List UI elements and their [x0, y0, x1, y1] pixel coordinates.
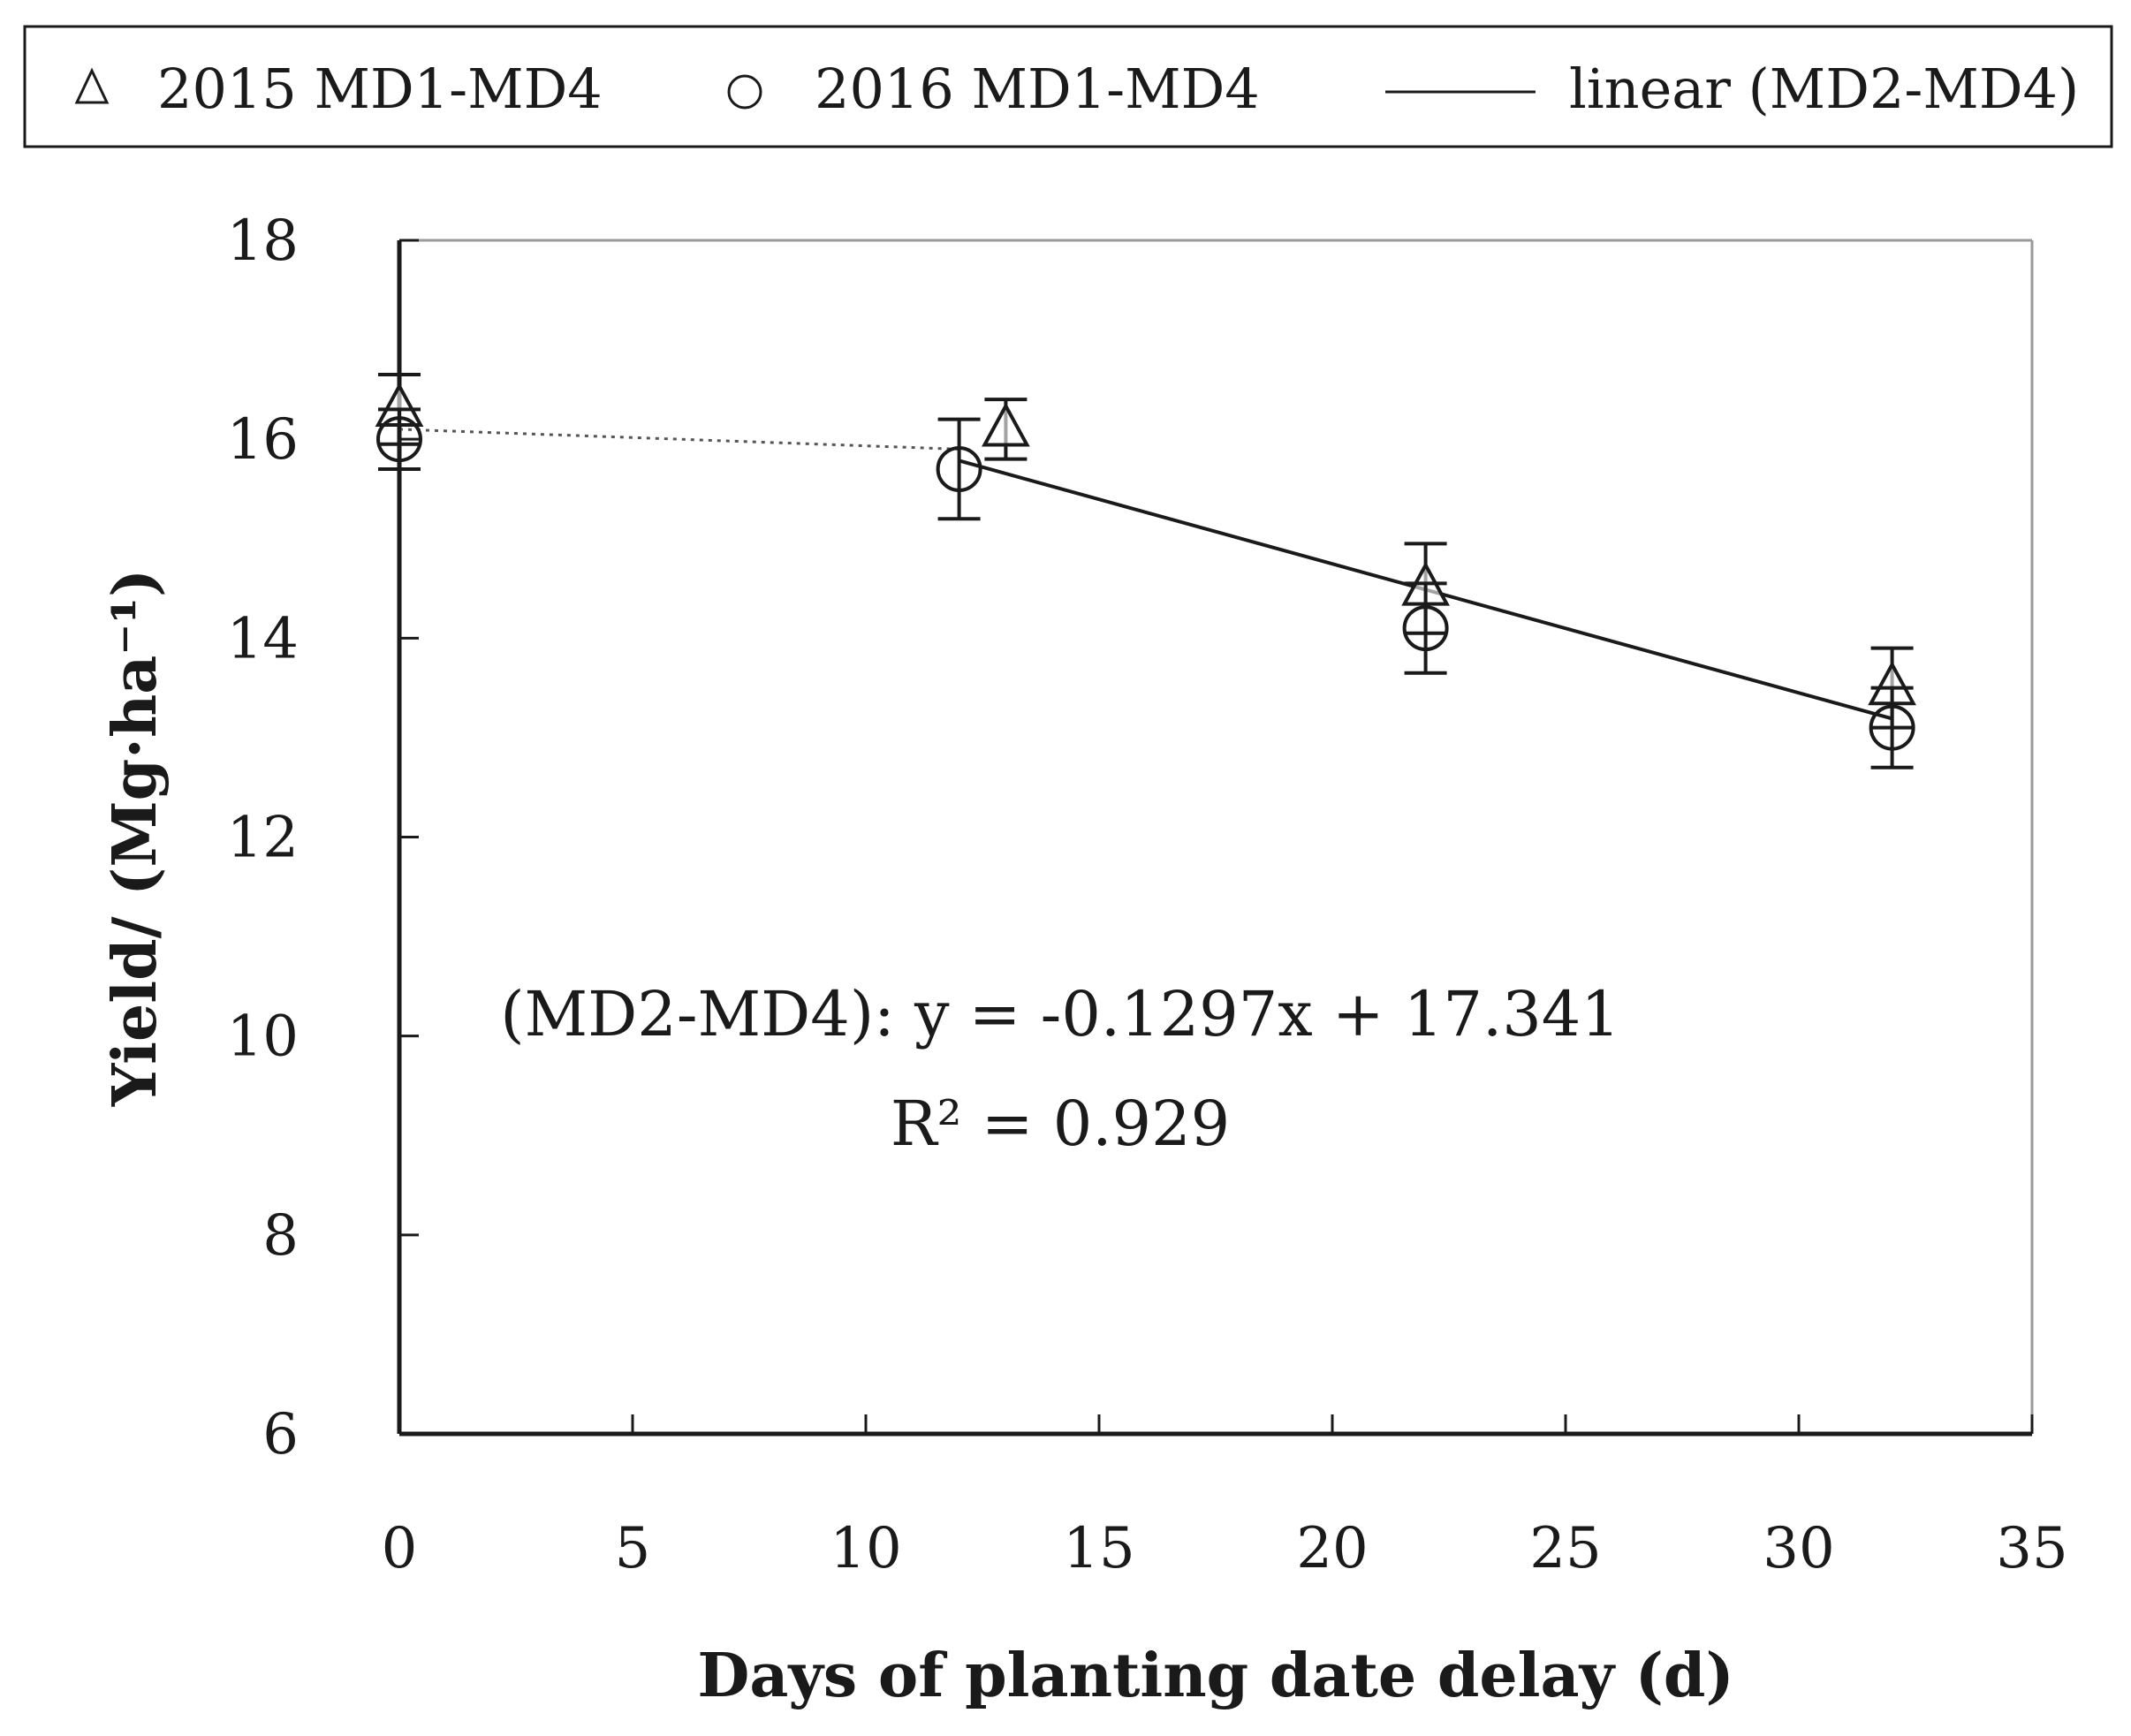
legend-label-2015: 2015 MD1-MD4	[157, 57, 603, 121]
data-points	[375, 372, 1916, 769]
y-tick-label: 14	[227, 606, 299, 671]
y-tick-label: 16	[227, 407, 299, 473]
x-tick-label: 5	[615, 1516, 651, 1581]
dotted-connector	[398, 428, 959, 451]
x-tick-label: 20	[1296, 1516, 1368, 1581]
y-axis-title: Yield/ (Mg·ha⁻¹)	[100, 569, 171, 1107]
y-tick-label: 8	[262, 1203, 299, 1269]
x-tick-label: 10	[830, 1516, 901, 1581]
legend-label-linear: linear (MD2-MD4)	[1569, 57, 2079, 121]
x-axis-title: Days of planting date delay (d)	[697, 1641, 1733, 1711]
point-2016-circle	[1402, 605, 1449, 652]
point-2016-circle	[1869, 704, 1915, 751]
x-tick-label: 35	[1996, 1516, 2067, 1581]
x-tick-label: 15	[1063, 1516, 1134, 1581]
y-tick-label: 6	[262, 1402, 299, 1467]
legend-border	[23, 25, 2113, 148]
legend: 2015 MD1-MD4 2016 MD1-MD4 linear (MD2-MD…	[23, 25, 2113, 148]
r-squared: R² = 0.929	[891, 1088, 1230, 1160]
regression-equation: (MD2-MD4): y = -0.1297x + 17.341	[500, 978, 1620, 1050]
y-axis-ticks: 6 8 10 12 14 16 18	[227, 208, 419, 1467]
legend-circle-marker	[727, 74, 762, 110]
point-2016-circle	[376, 416, 422, 463]
y-tick-label: 10	[227, 1004, 299, 1070]
connector-line	[398, 428, 959, 451]
point-2016-circle	[936, 445, 982, 492]
point-2015-triangle	[982, 402, 1030, 447]
y-tick-label: 12	[227, 806, 299, 871]
y-tick-label: 18	[227, 208, 299, 274]
x-tick-label: 30	[1763, 1516, 1834, 1581]
legend-triangle-marker	[74, 67, 110, 104]
x-axis-ticks: 0 5 10 15 20 25 30 35	[382, 1414, 2068, 1581]
x-tick-label: 25	[1529, 1516, 1601, 1581]
plot-frame	[397, 239, 2034, 1437]
x-tick-label: 0	[382, 1516, 418, 1581]
legend-label-2016: 2016 MD1-MD4	[815, 57, 1260, 121]
